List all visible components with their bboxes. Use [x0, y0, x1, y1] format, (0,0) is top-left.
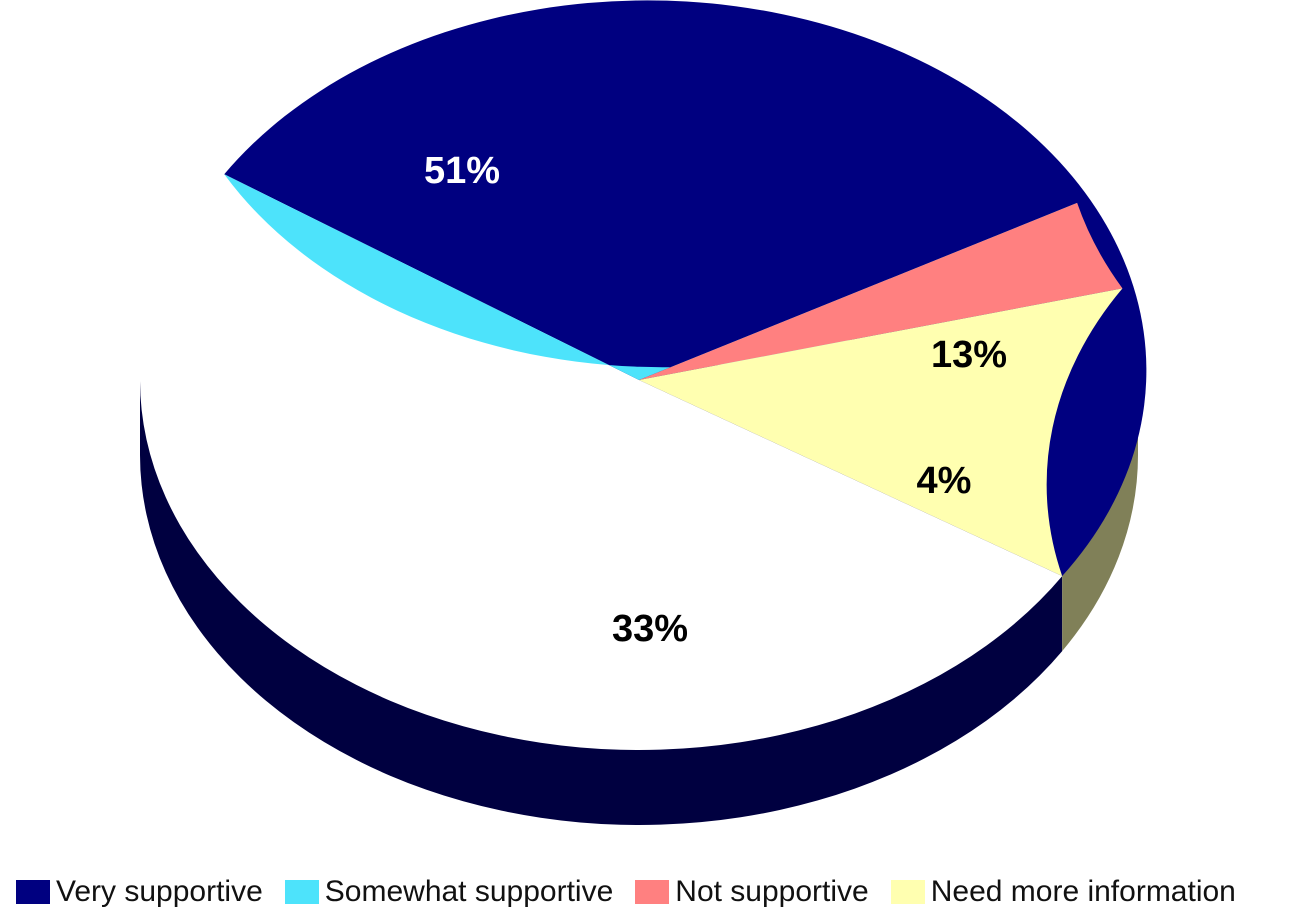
data-label-very-supportive: 51%: [424, 150, 500, 192]
legend-label: Not supportive: [675, 875, 869, 908]
legend-swatch: [16, 880, 50, 904]
legend-swatch: [635, 880, 670, 904]
pie-labels: 51% 33% 4% 13%: [424, 150, 1007, 650]
pie-side-very-supportive: [140, 380, 1063, 826]
legend-label: Very supportive: [56, 875, 263, 908]
pie-side-need-more-information: [1062, 380, 1138, 652]
legend-swatch: [284, 880, 319, 904]
legend-item-somewhat-supportive: Somewhat supportive: [284, 875, 614, 909]
legend-label: Somewhat supportive: [324, 875, 614, 908]
pie-slice-need-more-information: [639, 288, 1123, 577]
legend-label: Need more information: [930, 875, 1236, 908]
pie-chart-svg: 51% 33% 4% 13%: [140, 0, 1147, 826]
data-label-somewhat-supportive: 33%: [612, 608, 688, 650]
data-label-not-supportive: 4%: [917, 460, 972, 502]
legend-item-not-supportive: Not supportive: [635, 875, 869, 909]
pie-top: [224, 0, 1147, 577]
pie-slice-not-supportive: [639, 202, 1123, 380]
pie-sides: [140, 380, 1138, 826]
legend: Very supportive Somewhat supportive Not su…: [16, 872, 1236, 912]
legend-item-very-supportive: Very supportive: [16, 875, 263, 909]
legend-swatch: [890, 880, 925, 904]
legend-item-need-more-information: Need more information: [890, 875, 1236, 909]
data-label-need-more-information: 13%: [931, 334, 1007, 376]
